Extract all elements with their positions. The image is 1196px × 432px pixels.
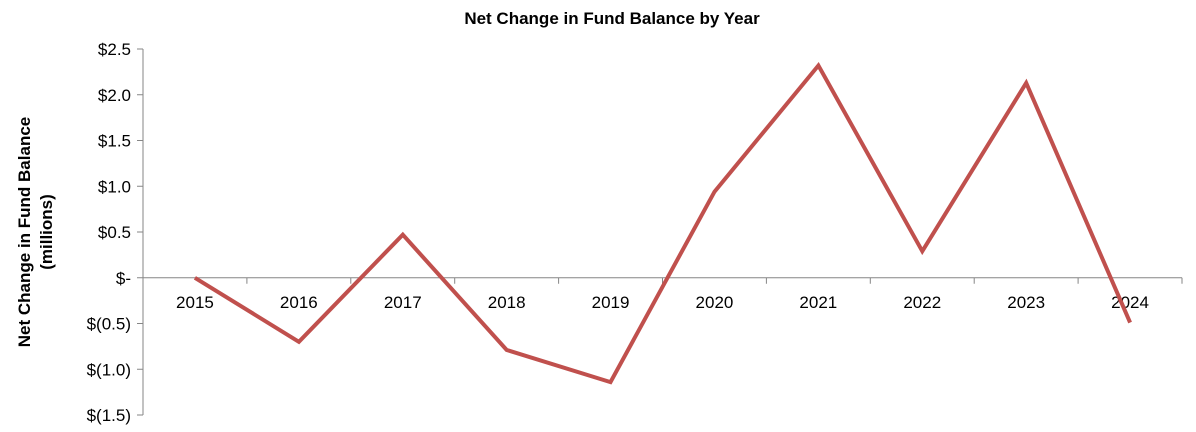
x-tick-label: 2019 [592,293,630,312]
x-tick-label: 2015 [176,293,214,312]
y-tick-label: $- [116,269,131,288]
x-tick-label: 2022 [903,293,941,312]
x-tick-label: 2018 [488,293,526,312]
y-tick-label: $(1.0) [87,360,131,379]
x-tick-label: 2023 [1007,293,1045,312]
y-axis-title: Net Change in Fund Balance (millions) [15,117,56,347]
y-axis: $2.5 $2.0 $1.5 $1.0 $0.5 $- $(0.5) $(1.0) $(1.5) [87,40,144,425]
y-axis-title-line-2: (millions) [37,194,56,270]
x-tick-label: 2020 [696,293,734,312]
y-tick-label: $(1.5) [87,406,131,425]
y-tick-label: $1.0 [98,177,131,196]
series-line [193,61,1132,385]
y-tick-label: $1.5 [98,132,131,151]
y-tick-label: $0.5 [98,223,131,242]
x-axis: 2015 2016 2017 2018 2019 2020 2021 2022 2023 2024 [142,277,1183,312]
plot-area [193,61,1132,385]
x-tick-label: 2016 [280,293,318,312]
x-tick-label: 2021 [799,293,837,312]
chart-title: Net Change in Fund Balance by Year [464,9,760,28]
y-tick-label: $2.5 [98,40,131,59]
y-tick-label: $2.0 [98,86,131,105]
x-tick-label: 2017 [384,293,422,312]
y-axis-title-line-1: Net Change in Fund Balance [15,117,34,347]
y-tick-label: $(0.5) [87,315,131,334]
